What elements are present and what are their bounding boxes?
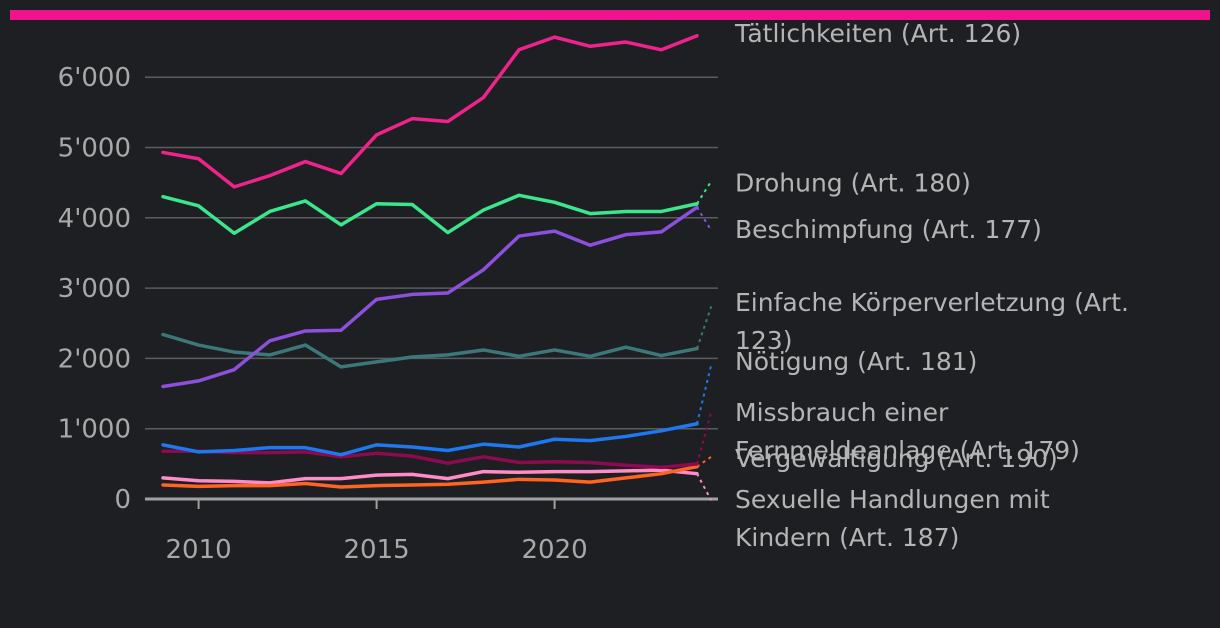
y-tick-label: 3'000 xyxy=(58,274,131,304)
series-line xyxy=(161,422,699,457)
series-line xyxy=(161,449,699,470)
series-label: Tätlichkeiten (Art. 126) xyxy=(734,19,1021,48)
series-label-line: Sexuelle Handlungen mit xyxy=(735,485,1050,514)
series-label: Einfache Körperverletzung (Art. 123) xyxy=(735,288,1129,355)
series-label-line: Einfache Körperverletzung (Art. xyxy=(735,288,1129,317)
series-line xyxy=(161,33,699,189)
series-label: Vergewaltigung (Art. 190) xyxy=(735,444,1058,473)
y-tick-label: 1'000 xyxy=(58,415,131,445)
y-axis: 0 1'000 2'000 3'000 4'000 5'000 6'000 xyxy=(58,63,131,515)
y-tick-label: 6'000 xyxy=(58,63,131,93)
gridlines xyxy=(145,76,718,430)
series-line xyxy=(161,468,699,485)
series-label: Beschimpfung (Art. 177) xyxy=(735,215,1042,244)
series-projection xyxy=(696,180,713,205)
series-projection xyxy=(696,364,713,425)
series-label-line: Kindern (Art. 187) xyxy=(735,523,959,552)
series-line xyxy=(161,464,699,489)
series-line xyxy=(161,193,699,236)
series-projection xyxy=(696,306,713,349)
series-label-line: 123) xyxy=(735,326,792,355)
x-axis: 2010 2015 2020 xyxy=(145,497,718,565)
series-labels: Tätlichkeiten (Art. 126) Drohung (Art. 18… xyxy=(734,19,1129,552)
series-projection xyxy=(696,473,713,501)
series-label-line: Fernmeldeanlage (Art. 179) xyxy=(735,436,1080,465)
y-tick-label: 4'000 xyxy=(58,204,131,234)
series-label-line: Nötigung (Art. 181) xyxy=(735,347,977,376)
series-projection xyxy=(696,206,713,231)
series-label-line: Drohung (Art. 180) xyxy=(735,169,971,198)
y-tick-label: 0 xyxy=(114,485,131,515)
y-tick-label: 2'000 xyxy=(58,344,131,374)
series-lines xyxy=(161,33,713,501)
series-projection xyxy=(696,455,712,468)
series-line xyxy=(161,205,699,389)
series-label: Nötigung (Art. 181) xyxy=(735,347,977,376)
series-label: Sexuelle Handlungen mit Kindern (Art. 187… xyxy=(735,485,1050,552)
x-tick-label: 2010 xyxy=(166,535,232,565)
top-accent-bar xyxy=(10,10,1210,20)
series-label: Drohung (Art. 180) xyxy=(735,169,971,198)
series-label-line: Tätlichkeiten (Art. 126) xyxy=(734,19,1021,48)
x-tick-label: 2020 xyxy=(522,535,588,565)
series-projection xyxy=(696,411,713,465)
x-tick-label: 2015 xyxy=(344,535,410,565)
series-label: Missbrauch einer Fernmeldeanlage (Art. 17… xyxy=(735,398,1080,465)
y-tick-label: 5'000 xyxy=(58,134,131,164)
series-label-line: Vergewaltigung (Art. 190) xyxy=(735,444,1058,473)
series-label-line: Missbrauch einer xyxy=(735,398,949,427)
series-label-line: Beschimpfung (Art. 177) xyxy=(735,215,1042,244)
